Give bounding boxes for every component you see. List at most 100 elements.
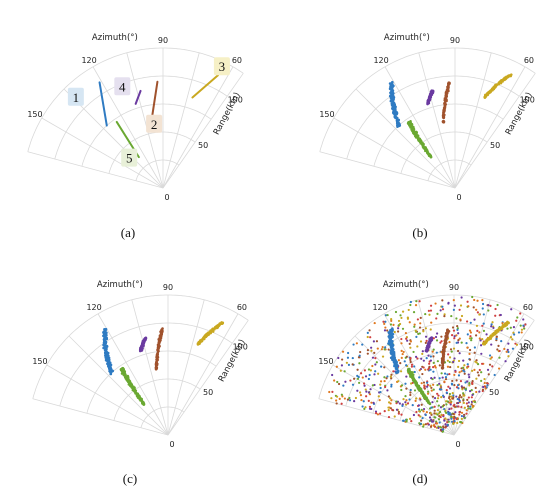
clutter-point — [387, 415, 391, 419]
clutter-point — [487, 309, 490, 312]
clutter-point — [468, 384, 471, 387]
clutter-point — [454, 370, 457, 373]
clutter-point — [467, 401, 470, 404]
target-point-5 — [142, 403, 146, 406]
clutter-point — [480, 352, 483, 355]
target-point-2 — [156, 351, 160, 354]
clutter-point — [466, 363, 469, 366]
clutter-point — [470, 396, 473, 399]
range-ring — [318, 294, 535, 399]
clutter-point — [446, 400, 449, 403]
clutter-point — [450, 415, 453, 418]
clutter-point — [347, 363, 351, 366]
target-point-1 — [390, 84, 394, 88]
target-point-5 — [419, 388, 422, 391]
target-point-5 — [422, 394, 425, 397]
target-point-2 — [442, 120, 445, 124]
clutter-point — [462, 399, 465, 402]
clutter-point — [456, 324, 459, 328]
target-point-1 — [390, 88, 394, 91]
target-point-1 — [388, 86, 392, 90]
clutter-point — [368, 329, 371, 332]
target-point-3 — [208, 330, 212, 334]
clutter-point — [428, 365, 431, 368]
target-point-2 — [443, 102, 447, 106]
range-ring — [32, 294, 249, 399]
clutter-point — [345, 361, 348, 364]
clutter-point — [466, 405, 470, 408]
clutter-point — [376, 347, 379, 350]
clutter-point — [400, 384, 404, 387]
target-point-3 — [217, 323, 221, 326]
clutter-point — [402, 398, 405, 401]
clutter-point — [459, 318, 462, 321]
azimuth-spoke — [162, 73, 244, 189]
clutter-point — [335, 399, 338, 402]
clutter-point — [445, 400, 448, 403]
clutter-point — [406, 402, 410, 405]
clutter-point — [386, 389, 389, 392]
clutter-point — [432, 420, 435, 423]
azimuth-spoke — [131, 299, 169, 436]
clutter-point — [397, 359, 400, 362]
clutter-point — [400, 349, 403, 352]
clutter-point — [431, 401, 434, 404]
azimuth-tick-label: 90 — [163, 283, 173, 292]
clutter-point — [462, 392, 465, 395]
clutter-point — [487, 373, 490, 376]
clutter-point — [458, 399, 461, 403]
clutter-point — [408, 417, 412, 421]
target-point-3 — [211, 330, 215, 333]
target-point-4 — [428, 97, 432, 100]
clutter-point — [475, 390, 478, 394]
target-point-3 — [211, 327, 214, 331]
clutter-point — [500, 340, 503, 343]
clutter-point — [441, 405, 444, 408]
clutter-point — [361, 343, 364, 346]
azimuth-spoke — [319, 151, 456, 189]
clutter-point — [463, 406, 466, 409]
clutter-point — [470, 337, 473, 340]
clutter-point — [432, 361, 435, 364]
clutter-point — [420, 419, 423, 422]
range-ring — [113, 378, 201, 421]
clutter-point — [468, 348, 472, 352]
clutter-point — [397, 324, 400, 327]
clutter-point — [458, 337, 461, 340]
target-point-2 — [155, 358, 159, 362]
clutter-point — [482, 329, 486, 332]
clutter-point — [405, 399, 408, 402]
clutter-point — [480, 371, 483, 374]
clutter-point — [379, 383, 382, 386]
azimuth-spoke — [162, 66, 234, 189]
clutter-point — [453, 415, 456, 418]
clutter-point — [452, 347, 456, 350]
clutter-point — [448, 340, 451, 344]
clutter-point — [362, 382, 366, 385]
panels-layer: 6090120150050100Azimuth(°)Range(km)12345… — [27, 33, 536, 486]
clutter-point — [475, 308, 478, 311]
clutter-point — [330, 397, 333, 400]
clutter-point — [458, 396, 461, 399]
clutter-point — [511, 338, 514, 341]
clutter-point — [432, 337, 435, 340]
clutter-point — [475, 359, 478, 362]
azimuth-tick-label: 60 — [524, 56, 534, 65]
target-point-4 — [141, 340, 145, 344]
azimuth-tick-label: 150 — [32, 357, 47, 366]
clutter-point — [469, 335, 472, 338]
clutter-point — [441, 430, 444, 433]
clutter-point — [435, 317, 438, 320]
clutter-point — [460, 314, 464, 318]
range-ring — [81, 103, 212, 167]
clutter-point — [466, 300, 469, 303]
clutter-point — [509, 336, 513, 339]
panel-label: (d) — [412, 471, 427, 486]
clutter-point — [462, 366, 465, 369]
clutter-point — [403, 360, 406, 363]
clutter-point — [367, 391, 371, 394]
clutter-point — [454, 411, 457, 414]
clutter-point — [437, 418, 441, 421]
clutter-point — [433, 409, 436, 412]
target-point-3 — [482, 342, 485, 346]
